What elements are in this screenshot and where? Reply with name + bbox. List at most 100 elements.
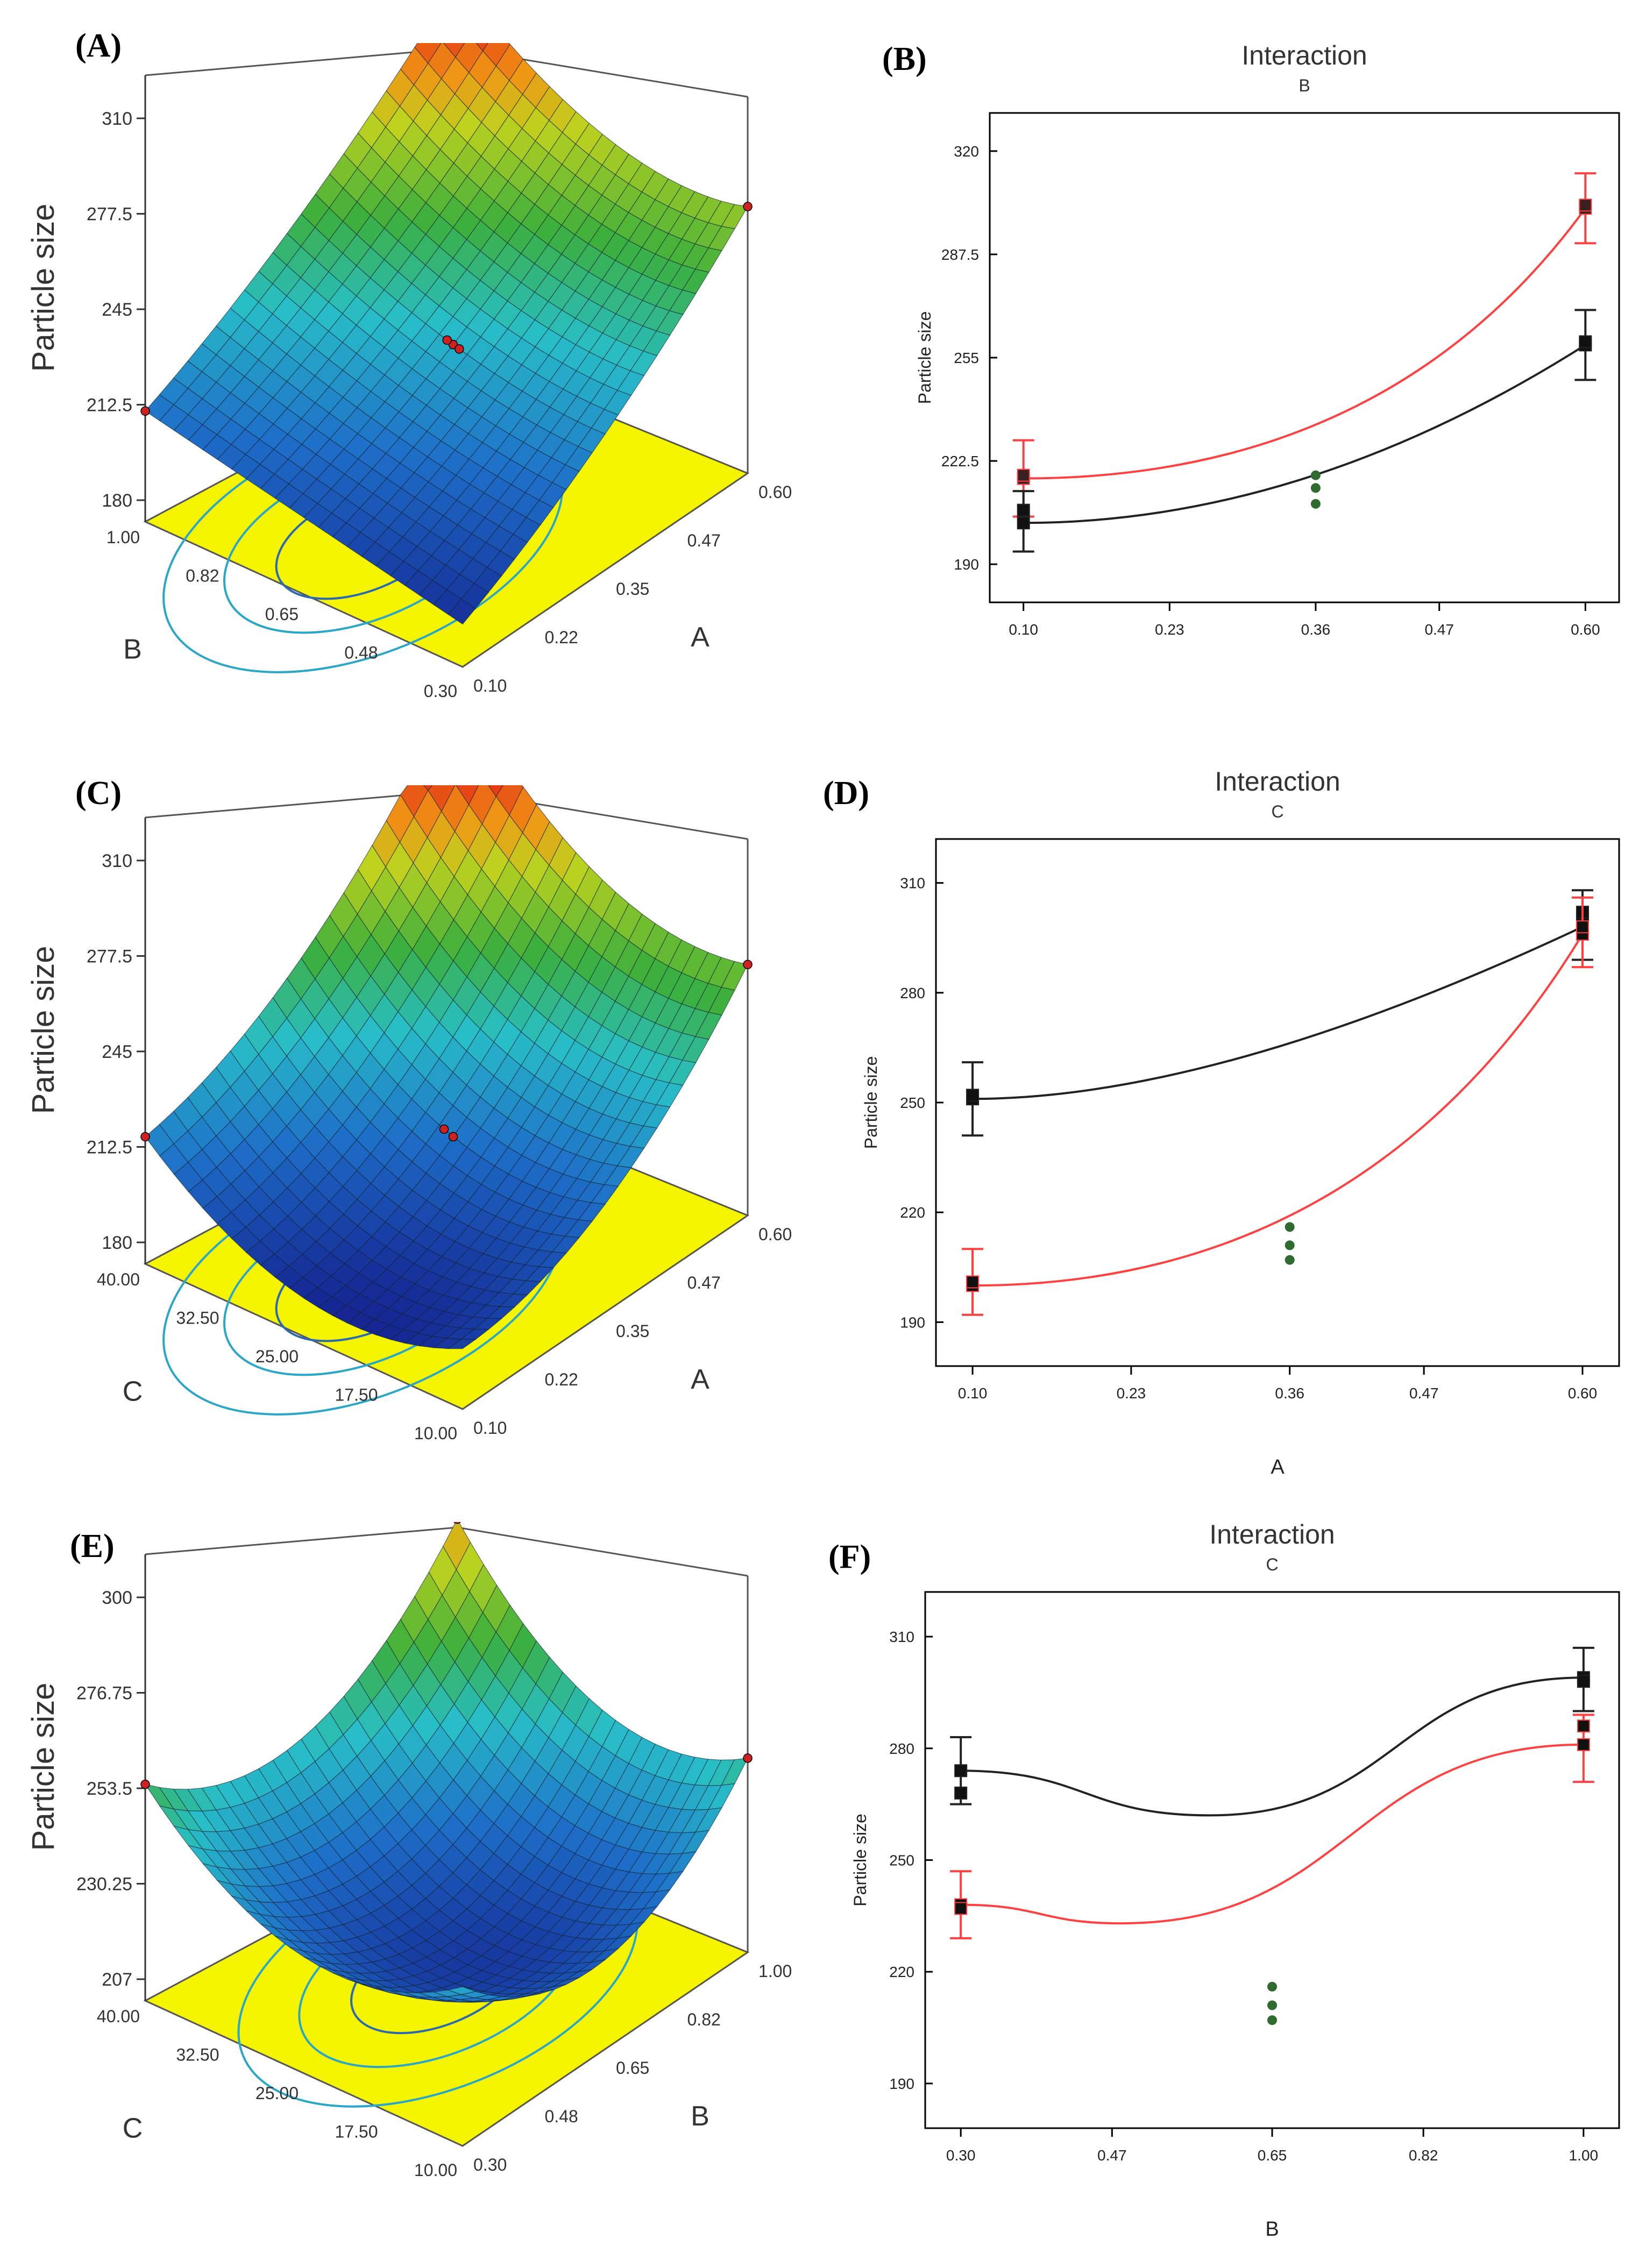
interaction-plot-d: Interaction C 190 220 250 280 310 0.10 0.23 0.36 0… bbox=[861, 766, 1620, 1478]
z-tick-label: 245 bbox=[102, 300, 132, 320]
left-axis-tick-label: 32.50 bbox=[176, 2045, 219, 2065]
y-tick-label: 310 bbox=[889, 1629, 914, 1645]
panel-label-f: (F) bbox=[828, 1539, 871, 1575]
z-tick-label: 300 bbox=[102, 1588, 132, 1608]
design-point bbox=[743, 1753, 753, 1763]
chart-title: Interaction bbox=[1241, 40, 1367, 70]
z-tick-label: 180 bbox=[102, 1233, 132, 1253]
center-point bbox=[1285, 1222, 1295, 1232]
data-point bbox=[954, 1902, 968, 1915]
right-axis-tick-label: 0.22 bbox=[545, 628, 578, 647]
y-axis-label: Particle size bbox=[861, 1056, 881, 1149]
z-tick-label: 277.5 bbox=[87, 204, 132, 225]
box-edge bbox=[145, 1526, 458, 1555]
y-tick-label: 190 bbox=[900, 1314, 925, 1331]
design-point bbox=[743, 202, 753, 211]
series-curve-red bbox=[1023, 208, 1586, 480]
x-tick-label: 0.47 bbox=[1409, 1385, 1439, 1402]
design-point bbox=[439, 1124, 449, 1134]
y-tick-label: 287.5 bbox=[941, 246, 979, 263]
right-axis-tick-label: 0.82 bbox=[687, 2010, 721, 2029]
y-tick-label: 222.5 bbox=[941, 453, 979, 470]
data-point bbox=[1577, 1738, 1590, 1751]
panel-label-e: (E) bbox=[70, 1528, 115, 1565]
left-axis-tick-label: 0.30 bbox=[424, 681, 457, 701]
y-tick-label: 320 bbox=[954, 143, 979, 160]
surface-plot-c: 310 277.5 245 212.5 180 Particle size 40.00 32.… bbox=[26, 785, 792, 1441]
response-surface bbox=[145, 43, 748, 625]
left-axis-tick-label: 10.00 bbox=[414, 2160, 457, 2180]
y-tick-label: 280 bbox=[900, 985, 925, 1001]
left-axis-tick-label: 25.00 bbox=[256, 1347, 299, 1366]
y-tick-label: 250 bbox=[889, 1852, 914, 1869]
z-tick-label: 245 bbox=[102, 1042, 132, 1062]
surface-cell bbox=[476, 43, 488, 52]
series-curve-black bbox=[961, 1676, 1584, 1817]
chart-title: Interaction bbox=[1209, 1519, 1335, 1549]
left-axis-tick-label: 0.65 bbox=[265, 605, 299, 624]
surface-plot-a: 310 277.5 245 212.5 180 Particle size 1.00 0.82… bbox=[26, 43, 792, 701]
y-tick-label: 310 bbox=[900, 875, 925, 892]
data-point bbox=[954, 1764, 968, 1778]
z-tick-label: 310 bbox=[102, 109, 132, 129]
interaction-plot-b: Interaction B 190 222.5 255 287.5 320 0.10 0.23 0… bbox=[915, 40, 1620, 638]
panel-label-b: (B) bbox=[882, 41, 927, 77]
left-axis-label: C bbox=[123, 2113, 143, 2144]
y-tick-label: 220 bbox=[900, 1204, 925, 1221]
left-axis-tick-label: 40.00 bbox=[97, 2007, 140, 2026]
left-axis-tick-label: 10.00 bbox=[414, 1424, 457, 1441]
right-axis-tick-label: 0.10 bbox=[473, 676, 507, 695]
response-surface bbox=[145, 785, 748, 1349]
surface-cell bbox=[488, 785, 504, 798]
x-tick-label: 0.47 bbox=[1424, 621, 1454, 638]
x-tick-label: 0.36 bbox=[1275, 1385, 1304, 1402]
center-point bbox=[1310, 499, 1321, 509]
left-axis-tick-label: 25.00 bbox=[256, 2084, 299, 2103]
z-tick-label: 230.25 bbox=[76, 1874, 132, 1895]
right-axis-label: A bbox=[691, 1364, 710, 1395]
z-tick-label: 310 bbox=[102, 851, 132, 871]
design-point bbox=[448, 1132, 458, 1142]
data-point bbox=[1577, 1675, 1590, 1688]
data-point bbox=[1017, 516, 1030, 530]
left-axis-tick-label: 40.00 bbox=[97, 1270, 140, 1289]
x-tick-label: 0.36 bbox=[1301, 621, 1331, 638]
z-axis-label: Particle size bbox=[26, 1683, 61, 1851]
surface-cell bbox=[448, 599, 476, 625]
y-tick-label: 190 bbox=[889, 2075, 914, 2092]
design-point bbox=[140, 1132, 150, 1142]
data-point bbox=[966, 1275, 980, 1289]
x-tick-label: 0.82 bbox=[1409, 2147, 1438, 2164]
panel-label-a: (A) bbox=[75, 27, 122, 64]
z-tick-label: 212.5 bbox=[87, 1137, 132, 1158]
box-edge bbox=[145, 47, 458, 76]
data-point bbox=[1579, 198, 1592, 212]
panel-label-d: (D) bbox=[823, 775, 870, 812]
data-point bbox=[1017, 503, 1030, 517]
right-axis-label: A bbox=[691, 622, 710, 653]
x-axis-label: A bbox=[1271, 1456, 1285, 1478]
design-point bbox=[743, 959, 753, 970]
x-tick-label: 0.23 bbox=[1117, 1385, 1146, 1402]
x-tick-label: 0.65 bbox=[1258, 2147, 1287, 2164]
center-point bbox=[1267, 2000, 1277, 2010]
right-axis-tick-label: 0.47 bbox=[687, 531, 721, 550]
series-curve-red bbox=[973, 933, 1584, 1287]
z-tick-label: 212.5 bbox=[87, 395, 132, 416]
x-tick-label: 0.10 bbox=[1009, 621, 1038, 638]
left-axis-label: B bbox=[123, 634, 142, 665]
plot-frame bbox=[924, 1591, 1620, 2129]
z-tick-label: 276.75 bbox=[76, 1683, 132, 1704]
z-axis-label: Particle size bbox=[26, 946, 61, 1114]
right-axis-tick-label: 0.35 bbox=[616, 579, 649, 599]
left-axis-tick-label: 1.00 bbox=[107, 528, 140, 547]
design-point bbox=[442, 335, 452, 345]
data-point bbox=[1579, 335, 1592, 349]
series-curve-red bbox=[961, 1743, 1584, 1925]
right-axis-tick-label: 0.47 bbox=[687, 1273, 721, 1292]
right-axis-tick-label: 0.30 bbox=[473, 2155, 507, 2174]
left-axis-tick-label: 17.50 bbox=[335, 1385, 378, 1405]
right-axis-tick-label: 1.00 bbox=[758, 1961, 792, 1981]
surface-cell bbox=[447, 1986, 477, 1995]
z-tick-label: 253.5 bbox=[87, 1779, 132, 1799]
